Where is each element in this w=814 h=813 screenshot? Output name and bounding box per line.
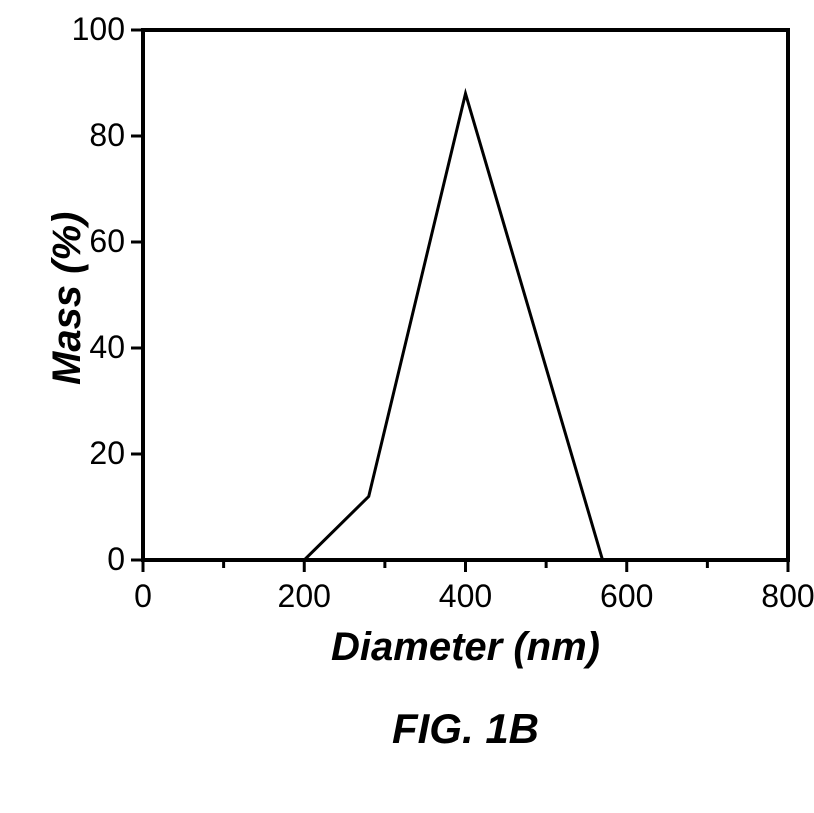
y-tick-label: 60: [89, 223, 125, 260]
y-tick-label: 0: [107, 541, 125, 578]
y-axis-label: Mass (%): [45, 212, 90, 385]
y-tick-label: 40: [89, 329, 125, 366]
figure-caption: FIG. 1B: [143, 705, 788, 753]
x-tick-label: 600: [587, 578, 667, 615]
x-tick-label: 800: [748, 578, 814, 615]
x-tick-label: 200: [264, 578, 344, 615]
x-tick-label: 0: [103, 578, 183, 615]
figure-1b: { "chart": { "type": "line", "caption": …: [0, 0, 814, 813]
x-tick-label: 400: [426, 578, 506, 615]
y-tick-label: 100: [72, 11, 125, 48]
y-tick-label: 20: [89, 435, 125, 472]
y-tick-label: 80: [89, 117, 125, 154]
x-axis-label: Diameter (nm): [143, 625, 788, 670]
